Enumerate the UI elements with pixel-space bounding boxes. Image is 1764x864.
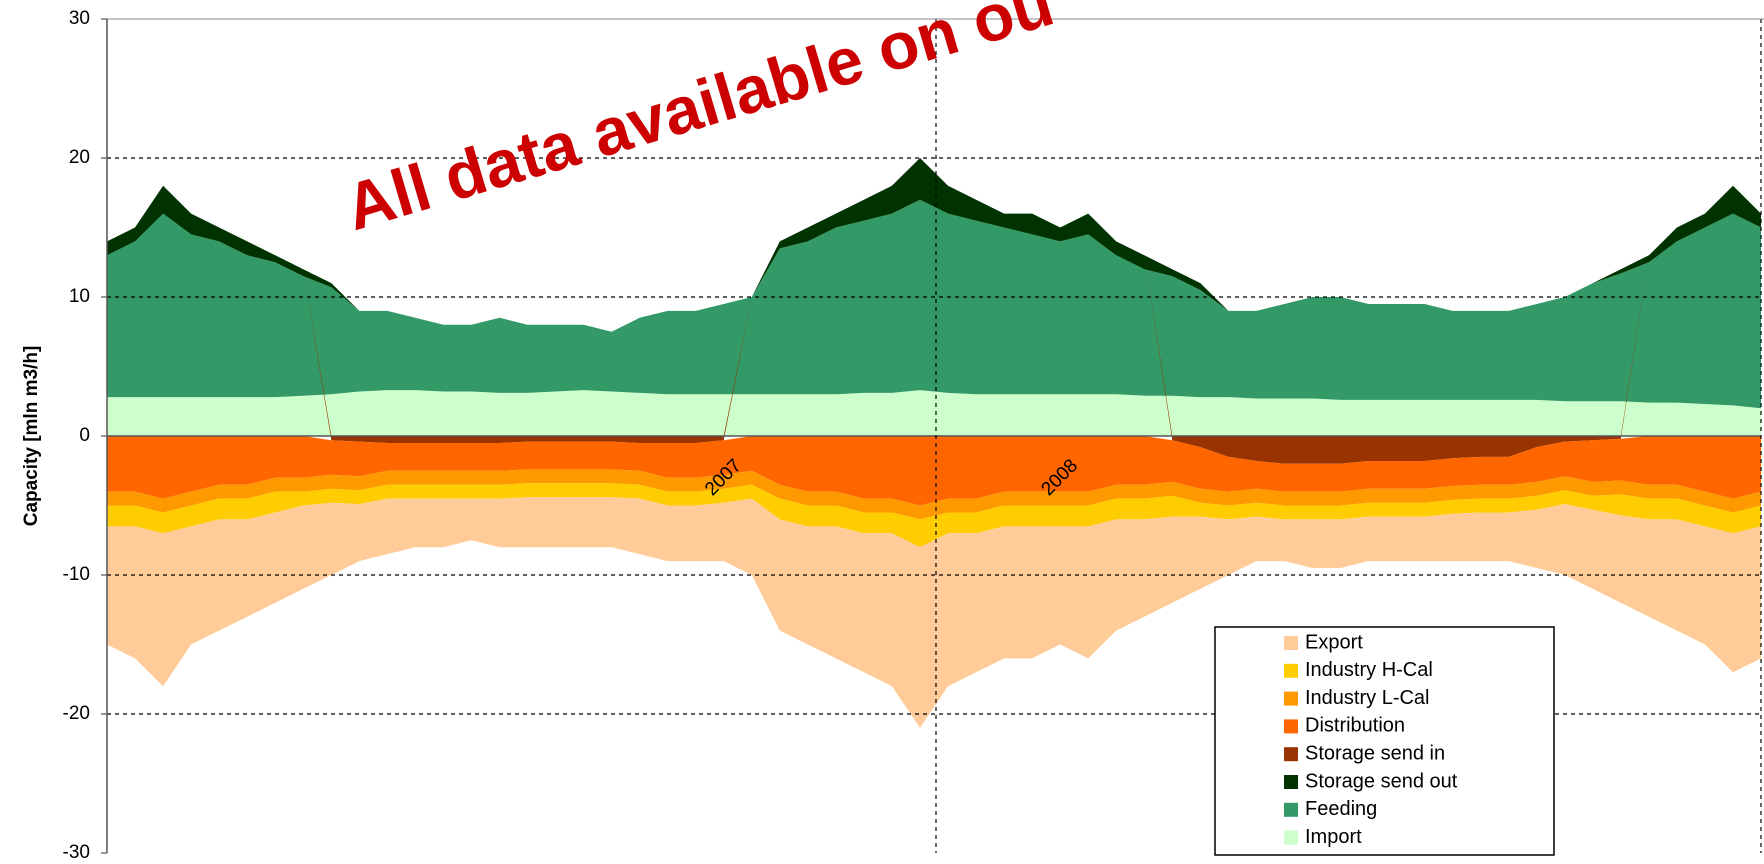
area [107, 158, 1761, 332]
legend-swatch [1284, 775, 1298, 789]
areas [107, 158, 1761, 728]
legend-label: Feeding [1305, 798, 1377, 820]
legend-swatch [1284, 802, 1298, 817]
legend-swatch [1284, 830, 1298, 845]
y-tick-label: 10 [69, 286, 90, 307]
y-tick-label: -20 [63, 703, 90, 724]
legend-swatch [1284, 691, 1298, 706]
area [107, 469, 1761, 520]
legend: Export Industry H-Cal Industry L-Cal Distri… [1284, 631, 1458, 848]
legend-swatch [1284, 663, 1298, 678]
y-tick-label: -10 [63, 564, 90, 585]
area [107, 436, 1761, 506]
legend-label: Storage send out [1305, 770, 1458, 792]
legend-label: Export [1305, 631, 1363, 653]
legend-label: Distribution [1305, 715, 1405, 737]
legend-label: Storage send in [1305, 742, 1445, 764]
legend-box [1214, 626, 1555, 856]
legend-label: Industry H-Cal [1305, 659, 1433, 681]
legend-swatch [1284, 747, 1298, 762]
y-tick-label: 0 [79, 425, 90, 446]
y-tick-label: -30 [63, 842, 90, 863]
area [107, 497, 1761, 728]
y-tick-label: 20 [69, 147, 90, 168]
y-tick-label: 30 [69, 8, 90, 29]
legend-label: Import [1305, 826, 1362, 848]
legend-swatch [1284, 719, 1298, 734]
legend-label: Industry L-Cal [1305, 687, 1430, 709]
legend-swatch [1284, 636, 1298, 650]
area [107, 390, 1761, 436]
area [107, 483, 1761, 548]
area [107, 199, 1761, 409]
y-axis-title: Capacity [mln m3/h] [21, 346, 42, 527]
